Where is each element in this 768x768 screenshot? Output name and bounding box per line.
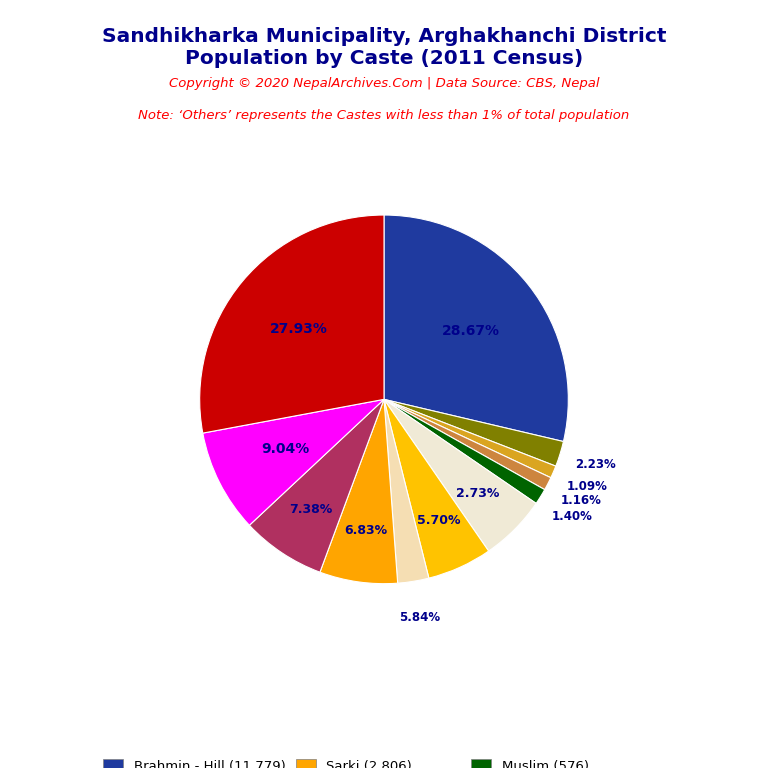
Wedge shape	[250, 399, 384, 572]
Wedge shape	[384, 399, 545, 503]
Text: 5.84%: 5.84%	[399, 611, 440, 624]
Text: 2.23%: 2.23%	[575, 458, 616, 472]
Wedge shape	[200, 215, 384, 433]
Text: 2.73%: 2.73%	[456, 486, 500, 499]
Text: 6.83%: 6.83%	[344, 525, 387, 538]
Text: 7.38%: 7.38%	[289, 503, 332, 516]
Text: 9.04%: 9.04%	[261, 442, 310, 456]
Wedge shape	[384, 399, 564, 466]
Wedge shape	[384, 215, 568, 442]
Text: 1.40%: 1.40%	[551, 510, 592, 522]
Wedge shape	[384, 399, 556, 478]
Legend: Brahmin - Hill (11,779), Chhetri (11,474), Kami (3,712), Magar (3,033), Sarki (2: Brahmin - Hill (11,779), Chhetri (11,474…	[97, 753, 671, 768]
Text: 27.93%: 27.93%	[270, 322, 328, 336]
Wedge shape	[384, 399, 536, 551]
Wedge shape	[384, 399, 488, 578]
Wedge shape	[384, 399, 429, 583]
Wedge shape	[203, 399, 384, 525]
Text: 1.09%: 1.09%	[567, 480, 607, 493]
Text: Sandhikharka Municipality, Arghakhanchi District
Population by Caste (2011 Censu: Sandhikharka Municipality, Arghakhanchi …	[101, 27, 667, 68]
Text: Copyright © 2020 NepalArchives.Com | Data Source: CBS, Nepal: Copyright © 2020 NepalArchives.Com | Dat…	[169, 77, 599, 90]
Text: 28.67%: 28.67%	[442, 323, 500, 338]
Text: Note: ‘Others’ represents the Castes with less than 1% of total population: Note: ‘Others’ represents the Castes wit…	[138, 109, 630, 122]
Text: 1.16%: 1.16%	[560, 494, 601, 507]
Text: 5.70%: 5.70%	[417, 514, 461, 527]
Wedge shape	[320, 399, 398, 584]
Wedge shape	[384, 399, 551, 490]
